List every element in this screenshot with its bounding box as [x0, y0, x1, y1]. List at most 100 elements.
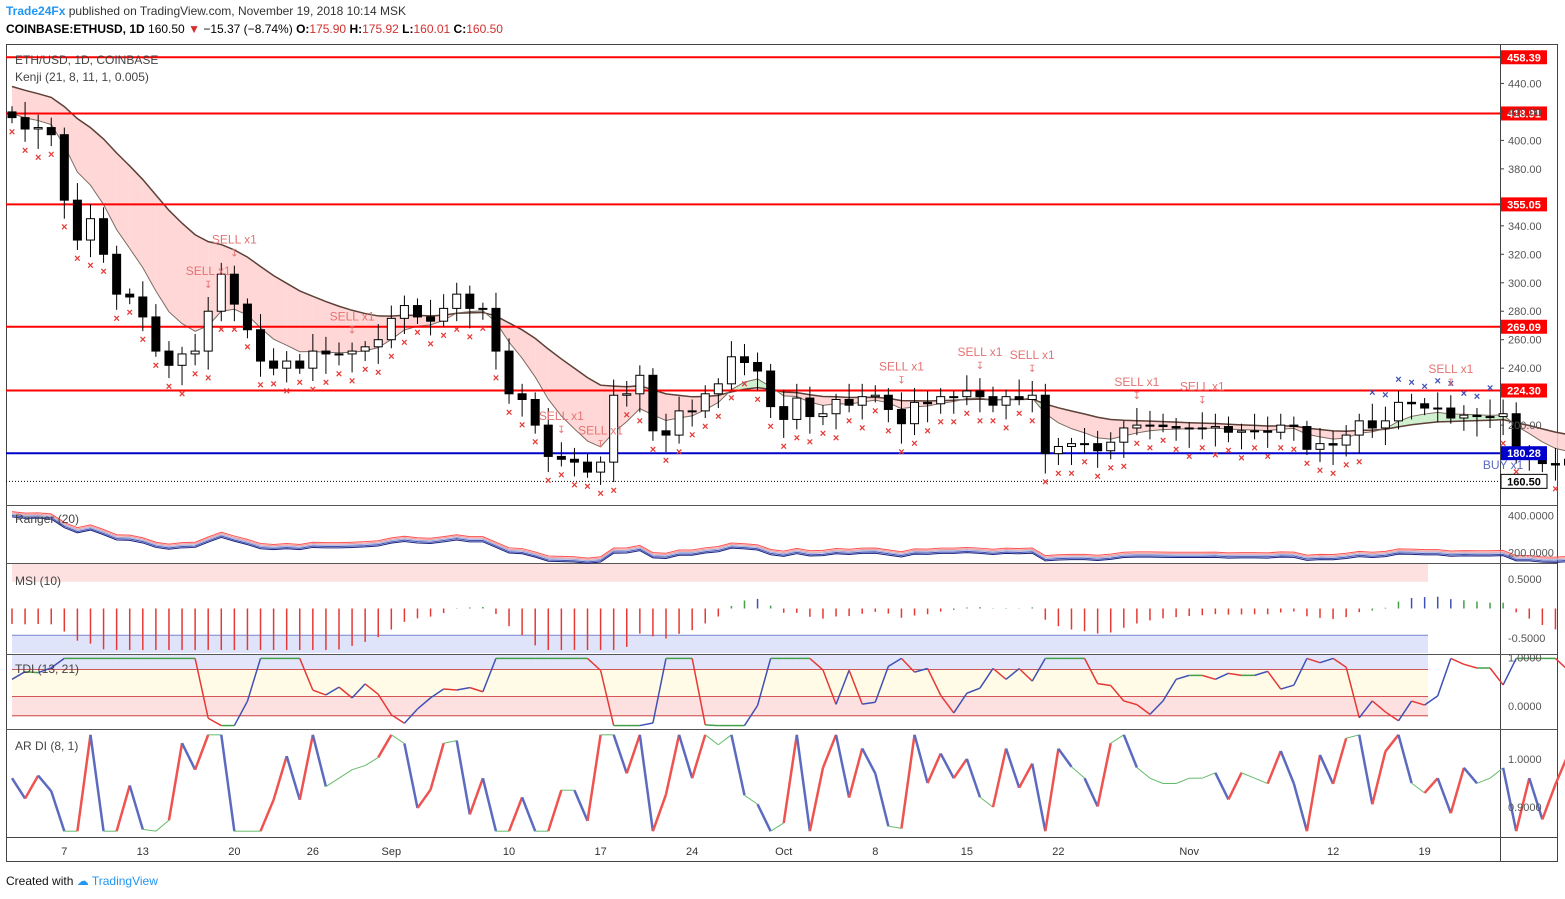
tdi-line: [1202, 674, 1216, 681]
sell-arrow-icon: ↧: [596, 439, 604, 450]
candle: [1550, 463, 1560, 466]
ardi-line: [795, 734, 812, 832]
candle: [1027, 394, 1037, 400]
sell-signal-label: SELL x1: [957, 345, 1002, 359]
candle: [386, 317, 396, 341]
level-badge: [1501, 319, 1547, 334]
y-tick-label: 240.00: [1508, 363, 1542, 375]
level-badge: [1501, 106, 1547, 121]
candle: [334, 353, 344, 356]
y-tick-label: 200.00: [1508, 420, 1542, 432]
signal-cross: ×: [192, 368, 198, 380]
tdi-line: [1502, 658, 1517, 686]
candle: [1001, 396, 1011, 406]
x-tick-label: Nov: [1179, 846, 1199, 858]
ardi-line: [625, 734, 642, 774]
buy-signal-label: BUY x1: [1483, 458, 1524, 472]
ardi-line: [1202, 772, 1216, 779]
tradingview-link[interactable]: TradingView: [91, 874, 158, 888]
ardi-line: [1031, 763, 1047, 832]
ardi-line: [1411, 782, 1425, 794]
candle: [1263, 430, 1273, 433]
tdi-upper-zone: [12, 655, 1428, 670]
ardi-line: [690, 734, 707, 779]
candle: [1380, 420, 1390, 429]
signal-cross: ×: [741, 378, 747, 390]
signal-cross: ×: [637, 415, 643, 427]
signal-cross: ×: [1408, 377, 1414, 389]
chart-canvas[interactable]: × × × × × × × × × × × × × × × × × × × × × × × × × × × × × × × × × × × × × × × ×…: [0, 0, 1565, 866]
tdi-line: [1162, 678, 1177, 702]
close-value: 160.50: [466, 22, 503, 36]
candle: [923, 401, 933, 405]
tdi-line: [1254, 670, 1268, 677]
signal-cross: ×: [1212, 449, 1218, 461]
tdi-line: [351, 683, 366, 699]
signal-cross: ×: [859, 422, 865, 434]
ardi-line: [89, 734, 105, 832]
ardi-line: [115, 785, 131, 832]
tdi-line: [1005, 668, 1020, 680]
signal-cross: ×: [663, 455, 669, 467]
kenji-cloud-segment: [312, 296, 326, 353]
level-label: 180.28: [1507, 448, 1541, 460]
ardi-line: [1149, 777, 1164, 784]
tdi-line: [1463, 663, 1478, 669]
brand-link[interactable]: Trade24Fx: [6, 4, 66, 18]
signal-cross: ×: [218, 324, 224, 336]
ardi-line: [1096, 742, 1112, 807]
tdi-line: [469, 686, 484, 693]
candle: [46, 127, 56, 136]
candle: [491, 307, 501, 352]
candle: [583, 461, 593, 473]
signal-cross: ×: [1278, 442, 1284, 454]
signal-cross: ×: [1513, 467, 1519, 479]
tdi-line: [1149, 700, 1164, 715]
candle: [910, 401, 920, 425]
candle: [1498, 413, 1508, 418]
tdi-line: [1345, 667, 1360, 718]
candle: [779, 406, 789, 420]
candle: [1485, 416, 1495, 419]
candle: [373, 339, 383, 348]
candle: [256, 329, 266, 362]
candle: [1210, 426, 1220, 429]
candle: [360, 346, 370, 352]
y-tick-label: 260.00: [1508, 335, 1542, 347]
signal-cross: ×: [297, 377, 303, 389]
signal-cross: ×: [506, 407, 512, 419]
candle: [622, 393, 632, 396]
signal-cross: ×: [1552, 484, 1558, 496]
candle: [739, 356, 749, 363]
candle: [399, 305, 409, 319]
kenji-cloud-segment: [51, 97, 65, 146]
signal-cross: ×: [1474, 391, 1480, 403]
candle: [1184, 427, 1194, 430]
tdi-line: [1450, 657, 1465, 665]
sell-arrow-icon: ↧: [204, 280, 212, 291]
candle: [726, 356, 736, 385]
msi-title: MSI (10): [15, 574, 61, 588]
tdi-line: [1123, 700, 1138, 706]
tdi-line: [743, 705, 759, 726]
kenji-cloud-segment: [1529, 425, 1543, 442]
ardi-line: [664, 734, 681, 795]
high-label: H:: [349, 22, 363, 36]
ardi-line: [76, 734, 92, 832]
x-tick-label: 17: [594, 846, 606, 858]
signal-cross: ×: [1173, 444, 1179, 456]
y-tick-label: 340.00: [1508, 221, 1542, 233]
candle: [1119, 427, 1129, 443]
ardi-line: [142, 828, 156, 832]
kenji-cloud-segment: [90, 127, 104, 205]
x-tick-label: 20: [228, 846, 240, 858]
ardi-line: [507, 796, 524, 832]
ardi-line: [874, 773, 890, 827]
signal-cross: ×: [702, 421, 708, 433]
signal-cross: ×: [781, 441, 787, 453]
signal-cross: ×: [519, 420, 525, 432]
kenji-cloud-segment: [142, 179, 156, 292]
ardi-line: [547, 789, 563, 832]
tdi-line: [338, 686, 353, 699]
kenji-cloud-segment: [155, 194, 169, 312]
